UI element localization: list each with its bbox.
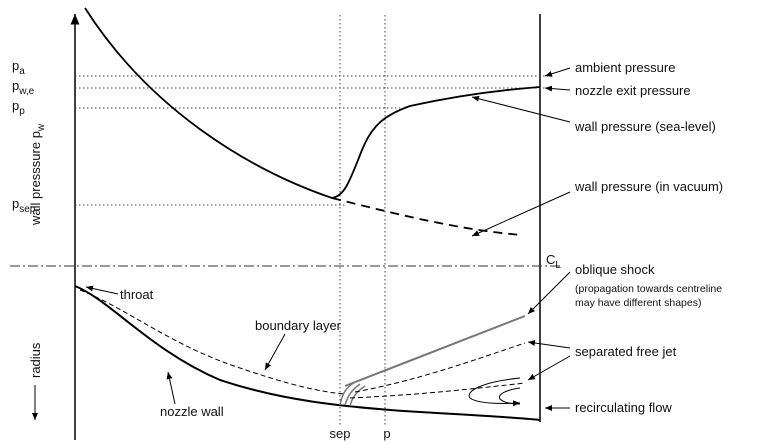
separation-lines: [339, 381, 366, 407]
pointer: [527, 355, 571, 381]
nozzle-wall: [74, 285, 541, 421]
position-label: p: [383, 426, 390, 441]
annotation: separated free jet: [575, 344, 677, 359]
recirc-arrow: [498, 387, 521, 405]
boundary-layer: [79, 289, 346, 395]
vacuum-curve: [331, 197, 523, 236]
annotation-note: may have different shapes): [575, 297, 701, 309]
annotation: boundary layer: [255, 318, 342, 333]
x-axis-label: radius: [28, 342, 43, 378]
pointer: [85, 285, 119, 295]
pointer: [264, 333, 286, 371]
annotation: oblique shock: [575, 262, 655, 277]
annotation: nozzle wall: [160, 404, 224, 419]
annotation-note: (propagation towards centreline: [575, 283, 722, 295]
y-axis-label: wall presssure pw: [28, 123, 47, 226]
annotation: wall pressure (in vacuum): [574, 179, 723, 194]
pointer: [544, 85, 571, 92]
recirc-arrow: [468, 377, 521, 407]
annotation: nozzle exit pressure: [575, 83, 691, 98]
jet-boundary: [354, 342, 526, 393]
annotation: wall pressure (sea-level): [574, 119, 716, 134]
sea-level-curve: [84, 7, 541, 199]
level-label: pw,e: [12, 78, 35, 97]
annotation: ambient pressure: [575, 60, 675, 75]
centerline-label: CL: [546, 252, 561, 271]
pointer: [544, 67, 571, 77]
jet-boundary: [349, 382, 526, 399]
level-label: psep: [12, 196, 36, 215]
oblique-shock: [344, 315, 526, 387]
level-label: pa: [12, 58, 25, 77]
pointer: [527, 340, 571, 349]
annotation: recirculating flow: [575, 400, 672, 415]
pointer: [471, 95, 571, 123]
level-label: pp: [12, 98, 25, 117]
position-label: sep: [330, 426, 351, 441]
annotation: throat: [120, 287, 154, 302]
pointer: [527, 271, 571, 315]
pointer: [166, 371, 176, 405]
pointer: [471, 191, 571, 237]
